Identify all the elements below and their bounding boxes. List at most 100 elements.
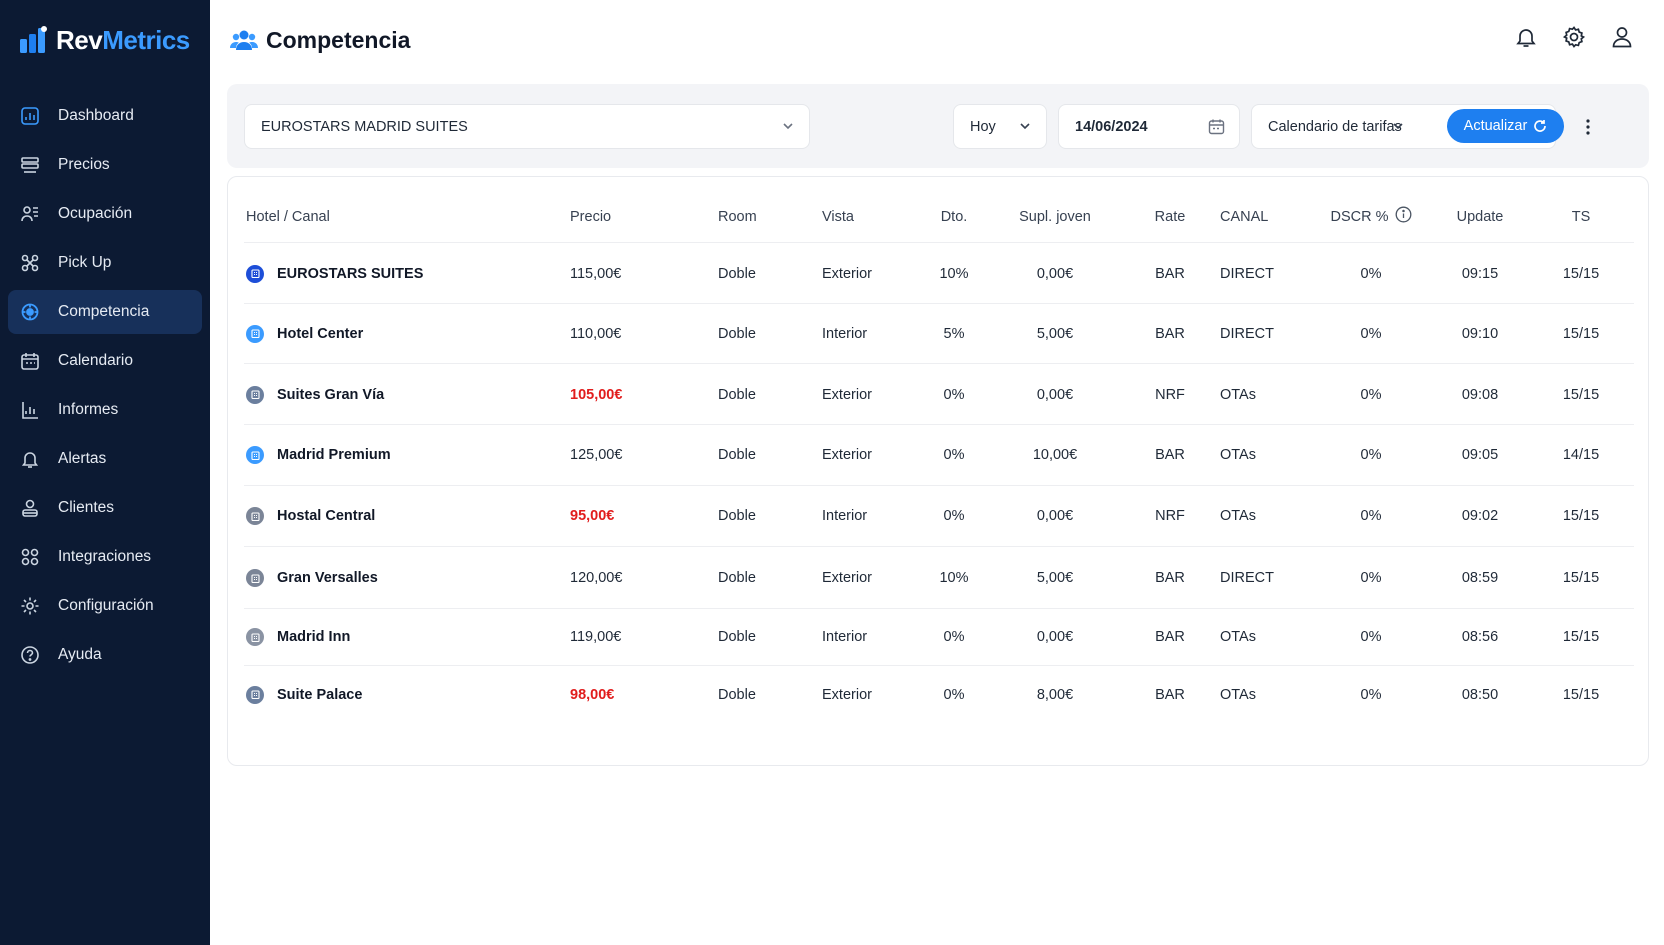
col-header-hotel[interactable]: Hotel / Canal	[246, 208, 330, 225]
period-select[interactable]: Hoy	[953, 104, 1047, 149]
cell-update: 08:50	[1461, 686, 1499, 703]
cell-vista: Exterior	[822, 265, 872, 282]
hotel-name[interactable]: Madrid Inn	[277, 629, 351, 645]
users-group-icon	[230, 30, 258, 50]
sidebar-item-alertas[interactable]: Alertas	[8, 437, 202, 481]
cell-precio: 120,00€	[570, 570, 623, 586]
sidebar-item-integraciones[interactable]: Integraciones	[8, 535, 202, 579]
sidebar-item-label: Clientes	[58, 499, 114, 516]
notifications-button[interactable]	[1514, 24, 1538, 50]
competition-icon	[20, 302, 40, 322]
cell-ts: 15/15	[1562, 325, 1600, 342]
hotel-name[interactable]: Hostal Central	[277, 508, 376, 524]
hotel-icon	[246, 569, 264, 587]
cell-hotel: Madrid Premium	[244, 446, 570, 464]
table-row[interactable]: Madrid Premium 125,00€ Doble Exterior 0% 10,0…	[244, 425, 1634, 486]
page-title-text: Competencia	[266, 26, 411, 53]
cell-dscr: 0%	[1360, 570, 1382, 586]
sidebar-item-ocupacion[interactable]: Ocupación	[8, 192, 202, 236]
calendar-icon[interactable]	[1208, 118, 1225, 135]
cell-rate: NRF	[1155, 508, 1185, 524]
cell-dto: 10%	[939, 265, 969, 282]
refresh-icon	[1534, 120, 1547, 132]
col-header-dscr[interactable]: DSCR %	[1314, 206, 1428, 227]
header-actions	[1514, 24, 1634, 50]
hotel-name[interactable]: Suite Palace	[277, 686, 363, 703]
col-header-supl[interactable]: Supl. joven	[1019, 208, 1091, 225]
col-header-update[interactable]: Update	[1456, 208, 1504, 225]
table-row[interactable]: Madrid Inn 119,00€ Doble Interior 0% 0,00€ BAR…	[244, 609, 1634, 666]
sidebar-item-configuracion[interactable]: Configuración	[8, 584, 202, 628]
brand-logo[interactable]: RevMetrics	[18, 22, 190, 58]
hotel-name[interactable]: EUROSTARS SUITES	[277, 265, 424, 282]
hotel-name[interactable]: Madrid Premium	[277, 447, 391, 463]
cell-hotel: Gran Versalles	[244, 569, 570, 587]
cell-update: 09:15	[1461, 265, 1499, 282]
cell-room: Doble	[718, 508, 756, 524]
cell-rate: BAR	[1155, 265, 1185, 282]
table-row[interactable]: Suite Palace 98,00€ Doble Exterior 0% 8,00€ BA…	[244, 666, 1634, 723]
hotel-icon	[246, 507, 264, 525]
col-header-dto[interactable]: Dto.	[940, 208, 968, 225]
sidebar-item-competencia[interactable]: Competencia	[8, 290, 202, 334]
cell-ts: 15/15	[1562, 265, 1600, 282]
table-row[interactable]: Hostal Central 95,00€ Doble Interior 0% 0,00€…	[244, 486, 1634, 547]
info-icon[interactable]	[1395, 206, 1412, 227]
hotel-icon	[246, 446, 264, 464]
cell-supl: 8,00€	[1036, 686, 1074, 703]
settings-button[interactable]	[1562, 24, 1586, 50]
cell-rate: BAR	[1155, 686, 1185, 703]
table-row[interactable]: Suites Gran Vía 105,00€ Doble Exterior 0% 0,0…	[244, 365, 1634, 425]
table-row[interactable]: EUROSTARS SUITES 115,00€ Doble Exterior 10% 0…	[244, 244, 1634, 304]
user-profile-button[interactable]	[1610, 24, 1634, 50]
hotel-name[interactable]: Gran Versalles	[277, 570, 378, 586]
sidebar-item-precios[interactable]: Precios	[8, 143, 202, 187]
sidebar-item-label: Informes	[58, 401, 119, 418]
dashboard-icon	[20, 106, 40, 126]
pickup-icon	[20, 253, 40, 273]
sidebar-item-pickup[interactable]: Pick Up	[8, 241, 202, 285]
col-header-canal[interactable]: CANAL	[1220, 208, 1269, 225]
cell-dscr: 0%	[1360, 265, 1382, 282]
hotel-name[interactable]: Suites Gran Vía	[277, 386, 385, 403]
cell-hotel: EUROSTARS SUITES	[244, 264, 570, 283]
sidebar-item-ayuda[interactable]: Ayuda	[8, 633, 202, 677]
cell-canal: OTAs	[1220, 629, 1256, 645]
cell-dscr: 0%	[1360, 629, 1382, 645]
hotel-name[interactable]: Hotel Center	[277, 325, 364, 342]
update-button-label: Actualizar	[1463, 118, 1528, 134]
cell-dto: 0%	[943, 686, 965, 703]
brand-name: RevMetrics	[56, 24, 190, 55]
sidebar-item-clientes[interactable]: Clientes	[8, 486, 202, 530]
cell-rate: BAR	[1155, 447, 1185, 463]
cell-dto: 10%	[939, 570, 969, 586]
cell-canal: OTAs	[1220, 508, 1256, 524]
table-row[interactable]: Hotel Center 110,00€ Doble Interior 5% 5,00€ B…	[244, 304, 1634, 364]
sidebar-item-calendario[interactable]: Calendario	[8, 339, 202, 383]
filter-bar: EUROSTARS MADRID SUITES Hoy 14/06/2024 C…	[227, 84, 1649, 168]
date-picker[interactable]: 14/06/2024	[1058, 104, 1240, 149]
cell-dscr: 0%	[1360, 508, 1382, 524]
col-header-rate[interactable]: Rate	[1154, 208, 1186, 225]
cell-ts: 15/15	[1562, 570, 1600, 586]
cell-dscr: 0%	[1360, 447, 1382, 463]
more-options-button[interactable]	[1578, 113, 1598, 141]
calendar-icon	[20, 351, 40, 371]
col-header-ts[interactable]: TS	[1571, 208, 1591, 225]
view-select[interactable]: Calendario de tarifas Actualizar	[1251, 104, 1590, 149]
cell-hotel: Hostal Central	[244, 507, 570, 525]
view-select-value: Calendario de tarifas	[1268, 118, 1402, 135]
col-header-room[interactable]: Room	[718, 208, 757, 225]
cell-room: Doble	[718, 570, 756, 586]
update-button[interactable]: Actualizar	[1447, 109, 1564, 143]
hotel-select[interactable]: EUROSTARS MADRID SUITES	[244, 104, 810, 149]
gear-icon	[20, 596, 40, 616]
col-header-vista[interactable]: Vista	[822, 208, 854, 225]
table-row[interactable]: Gran Versalles 120,00€ Doble Exterior 10% 5,0…	[244, 548, 1634, 609]
cell-canal: DIRECT	[1220, 570, 1274, 586]
sidebar-item-label: Integraciones	[58, 548, 152, 565]
sidebar-item-informes[interactable]: Informes	[8, 388, 202, 432]
col-header-precio[interactable]: Precio	[570, 208, 612, 225]
sidebar-item-dashboard[interactable]: Dashboard	[8, 94, 202, 138]
more-vertical-icon	[1586, 119, 1590, 135]
